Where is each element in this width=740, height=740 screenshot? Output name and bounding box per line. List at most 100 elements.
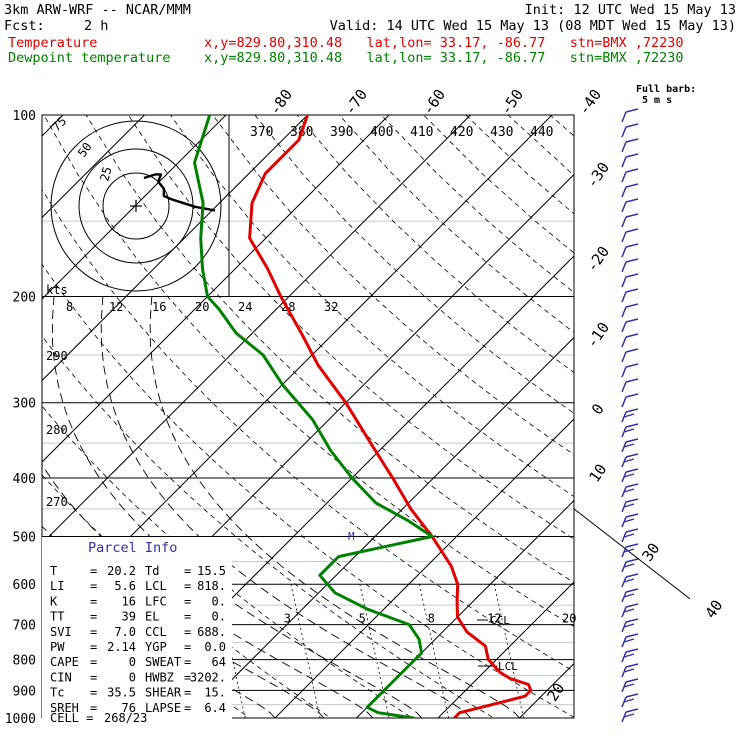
- parcel-value: 0.: [212, 594, 226, 608]
- parcel-cell-value: 268/23: [104, 711, 147, 725]
- dry-adiabat: [43, 115, 574, 627]
- theta-label: 370: [250, 125, 273, 140]
- parcel-equals: =: [90, 579, 97, 593]
- parcel-equals: =: [90, 610, 97, 624]
- parcel-label: TT: [50, 610, 64, 624]
- parcel-equals: =: [184, 594, 191, 608]
- wind-barb: [621, 363, 639, 378]
- isotherm-label: 20: [543, 680, 568, 705]
- barb-flag: [621, 216, 627, 228]
- barb-flag: [621, 276, 627, 288]
- parcel-label: LFC: [145, 594, 167, 608]
- pressure-tick-label: 700: [13, 619, 36, 634]
- parcel-label: CAPE: [50, 655, 79, 669]
- parcel-label: EL: [145, 610, 159, 624]
- wind-barb: [621, 168, 639, 183]
- wind-barb: [621, 663, 639, 678]
- isotherm-line: [42, 115, 308, 382]
- barb-flag: [621, 366, 627, 378]
- barb-flag: [621, 156, 627, 168]
- hodograph-ring-label: 75: [49, 114, 69, 134]
- parcel-equals: =: [184, 686, 191, 700]
- isotherm-label: 30: [638, 540, 663, 565]
- wind-barb: [621, 228, 639, 243]
- parcel-label: T: [50, 564, 57, 578]
- barb-flag: [621, 141, 627, 153]
- barb-flag: [623, 548, 635, 553]
- wind-barb: [621, 603, 639, 618]
- barb-flag: [623, 668, 635, 673]
- barb-flag: [621, 291, 627, 303]
- barb-flag: [621, 126, 627, 138]
- parcel-panel-background: [42, 537, 232, 719]
- barb-flag: [623, 563, 635, 568]
- diagram-edge: [573, 508, 691, 600]
- isotherm-line: [42, 115, 390, 463]
- temperature-legend-name: Temperature: [8, 35, 98, 51]
- hodograph-ring: [102, 172, 170, 240]
- hodograph-ring-label: 50: [75, 140, 95, 160]
- barb-flag: [621, 201, 627, 213]
- wind-barb: [621, 678, 639, 693]
- barb-flag: [623, 488, 635, 493]
- barb-staff: [625, 528, 639, 533]
- parcel-info-row: SVI = 7.0 CCL = 688.: [50, 625, 226, 639]
- parcel-label: HWBZ: [145, 670, 174, 684]
- barb-staff: [625, 348, 639, 353]
- init-time: Init: 12 UTC Wed 15 May 13: [524, 2, 736, 18]
- isotherm-label: -70: [341, 86, 371, 119]
- parcel-info-row: PW = 2.14 YGP = 0.0: [50, 640, 226, 654]
- wind-barb: [621, 588, 639, 603]
- parcel-label: PW: [50, 640, 65, 654]
- pressure-tick-label: 900: [13, 684, 36, 699]
- parcel-info-row: TT = 39 EL = 0.: [50, 610, 226, 624]
- pressure-tick-label: 300: [13, 397, 36, 412]
- barb-flag: [623, 443, 635, 448]
- parcel-value: 15.: [204, 686, 226, 700]
- parcel-label: SREH: [50, 701, 79, 715]
- barb-flag: [621, 261, 627, 273]
- theta-label: 400: [370, 125, 393, 140]
- barb-staff: [625, 408, 639, 413]
- wind-barb: [621, 573, 639, 588]
- annotation-lcl: LCL: [498, 660, 518, 673]
- parcel-label: Td: [145, 564, 159, 578]
- parcel-value: 39: [122, 610, 136, 624]
- hodograph-scale-label: 32: [324, 300, 338, 314]
- barb-flag: [623, 593, 635, 598]
- wind-barb: [621, 318, 639, 333]
- dewpoint-legend-name: Dewpoint temperature: [8, 50, 171, 66]
- annotation-m: M: [348, 530, 355, 543]
- wind-barb: [621, 468, 639, 483]
- parcel-value: 0.0: [204, 640, 226, 654]
- barb-staff: [625, 648, 639, 653]
- parcel-info-row: CAPE = 0 SWEAT = 64: [50, 655, 226, 669]
- parcel-label: CIN: [50, 670, 72, 684]
- isotherm-line: [42, 115, 145, 219]
- dry-adiabat: [592, 115, 740, 731]
- theta-e-label: 280: [46, 423, 68, 437]
- wind-barb: [621, 498, 639, 513]
- barb-flag: [623, 578, 635, 583]
- wind-barb: [621, 483, 639, 498]
- wind-barb: [621, 258, 639, 273]
- wind-barb: [621, 438, 639, 453]
- hodograph-scale-label: 12: [109, 300, 123, 314]
- barb-staff: [625, 243, 639, 248]
- wind-barb: [621, 513, 639, 528]
- parcel-info-row: LI = 5.6 LCL = 818.: [50, 579, 226, 593]
- parcel-equals: =: [184, 701, 191, 715]
- wind-barb: [621, 348, 639, 363]
- parcel-label: LAPSE: [145, 701, 181, 715]
- barb-flag: [623, 608, 635, 613]
- barb-staff: [625, 663, 639, 668]
- parcel-value: 20.2: [107, 564, 136, 578]
- isotherm-label: -80: [266, 86, 296, 119]
- isotherm-label: -60: [419, 86, 449, 119]
- isotherm-label: -10: [583, 319, 613, 352]
- barb-staff: [625, 168, 639, 173]
- wind-barb: [621, 528, 639, 543]
- parcel-equals: =: [90, 655, 97, 669]
- hodograph-scale-label: 24: [238, 300, 252, 314]
- barb-flag: [623, 713, 635, 718]
